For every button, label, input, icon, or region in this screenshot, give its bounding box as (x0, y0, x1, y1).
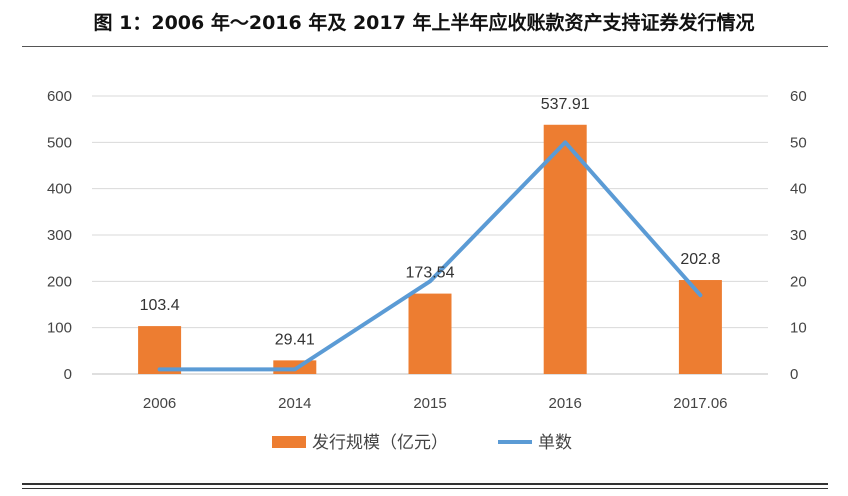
y-right-tick-label: 10 (790, 320, 807, 337)
y-right-tick-label: 30 (790, 227, 807, 244)
bar (408, 293, 452, 374)
top-divider (22, 46, 828, 47)
bar (138, 326, 182, 374)
y-left-tick-label: 600 (47, 88, 72, 105)
bar (543, 124, 587, 374)
y-right-tick-label: 40 (790, 181, 807, 198)
data-label: 202.8 (680, 251, 720, 268)
data-label: 29.41 (275, 331, 315, 348)
bottom-divider-thin (22, 488, 828, 489)
data-label: 173.54 (406, 265, 455, 282)
data-label: 103.4 (140, 297, 180, 314)
y-right-tick-label: 0 (790, 366, 798, 383)
y-left-tick-label: 300 (47, 227, 72, 244)
x-tick-label: 2006 (143, 395, 176, 412)
y-left-tick-label: 500 (47, 134, 72, 151)
x-tick-label: 2014 (278, 395, 311, 412)
x-tick-label: 2017.06 (673, 395, 727, 412)
legend-swatch-bar (272, 436, 306, 448)
legend: 发行规模（亿元） 单数 (272, 433, 572, 453)
x-tick-label: 2016 (549, 395, 582, 412)
legend-label-bar: 发行规模（亿元） (312, 433, 448, 453)
y-right-tick-label: 50 (790, 134, 807, 151)
page-title: 图 1：2006 年～2016 年及 2017 年上半年应收账款资产支持证券发行… (93, 12, 755, 34)
y-left-tick-label: 400 (47, 181, 72, 198)
y-left-tick-label: 100 (47, 320, 72, 337)
legend-label-line: 单数 (538, 433, 572, 453)
data-label: 537.91 (541, 96, 590, 113)
y-left-tick-label: 0 (64, 366, 72, 383)
y-right-tick-label: 20 (790, 273, 807, 290)
bottom-divider (22, 483, 828, 485)
y-right-tick-label: 60 (790, 88, 807, 105)
x-tick-label: 2015 (413, 395, 446, 412)
y-left-tick-label: 200 (47, 273, 72, 290)
